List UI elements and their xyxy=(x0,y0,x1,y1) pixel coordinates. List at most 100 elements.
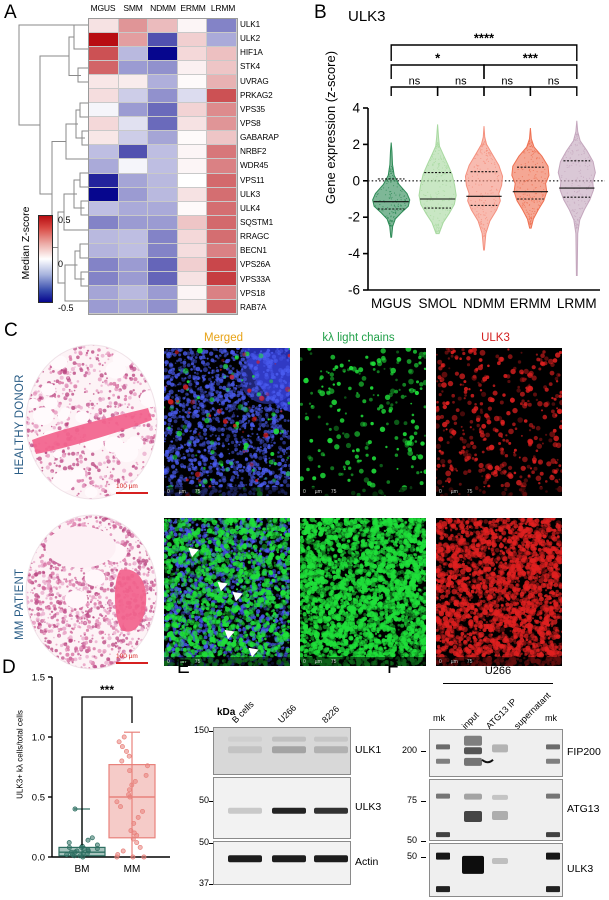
colorbar-title: Median Z-score xyxy=(20,200,32,286)
heatmap-cell xyxy=(178,33,208,47)
micro-scalebar-text: µm xyxy=(179,489,186,495)
violin-xtick-ermm: ERMM xyxy=(510,296,551,311)
column-header-light-chains: kλ light chains xyxy=(295,332,422,344)
boxplot-ytick: 1.0 xyxy=(32,733,45,744)
heatmap-cell xyxy=(148,159,178,173)
significance-label: ns xyxy=(548,76,560,88)
heatmap-cell xyxy=(207,300,237,314)
heatmap-cell xyxy=(178,159,208,173)
significance-bracket: ns xyxy=(438,76,484,97)
heatmap-cell xyxy=(207,61,237,75)
heatmap-cell xyxy=(178,145,208,159)
heatmap-gene-label: ULK4 xyxy=(240,202,310,216)
heatmap-cell xyxy=(119,230,149,244)
heatmap-cell xyxy=(207,258,237,272)
heatmap-cell xyxy=(119,33,149,47)
heatmap-cell xyxy=(207,117,237,131)
heatmap-cell xyxy=(89,75,119,89)
heatmap-cell xyxy=(89,103,119,117)
heatmap-cell xyxy=(207,47,237,61)
he-stain-mm-patient xyxy=(24,512,159,672)
heatmap-row-labels: ULK1 ULK2 HIF1A STK4 UVRAG PRKAG2 VPS35 VPS8 GAB… xyxy=(240,18,310,315)
heatmap-cell xyxy=(207,131,237,145)
heatmap-gene-label: VPS26A xyxy=(240,258,310,272)
mw-tick xyxy=(421,841,426,842)
heatmap-cell xyxy=(207,174,237,188)
heatmap-col-ermm: ERMM xyxy=(178,3,208,16)
heatmap-cell xyxy=(178,174,208,188)
heatmap-gene-label: RRAGC xyxy=(240,230,310,244)
heatmap-cell xyxy=(178,188,208,202)
figure-root: A MGUS SMM NDMM ERMM LRMM xyxy=(0,0,609,900)
micro-scalebar: 0 µm 75 xyxy=(436,487,562,496)
heatmap-cell xyxy=(207,19,237,33)
heatmap-gene-label: PRKAG2 xyxy=(240,89,310,103)
micro-scalebar-text: 0 xyxy=(439,489,442,495)
heatmap-cell xyxy=(148,202,178,216)
heatmap-gene-label: BECN1 xyxy=(240,244,310,258)
heatmap-cell xyxy=(119,258,149,272)
micro-scalebar-text: 75 xyxy=(195,489,201,495)
heatmap-cell xyxy=(178,216,208,230)
heatmap-col-lrmm: LRMM xyxy=(208,3,238,16)
heatmap-cell xyxy=(89,286,119,300)
heatmap-gene-label: SQSTM1 xyxy=(240,216,310,230)
heatmap-cell xyxy=(89,33,119,47)
column-header-ulk3: ULK3 xyxy=(432,332,559,344)
violin-plot-svg: 420-2-4-6MGUS SMOL NDMM ERMM LRMMns ns ns ns* **… xyxy=(310,0,609,320)
boxplot-ytick: 0.5 xyxy=(32,793,45,804)
heatmap-cell xyxy=(89,19,119,33)
blot-panel-ulk3 xyxy=(213,777,351,839)
heatmap-col-mgus: MGUS xyxy=(88,3,118,16)
heatmap-cell xyxy=(148,47,178,61)
significance-bracket: ns xyxy=(530,76,576,97)
violin-ytick: 0 xyxy=(352,173,360,188)
boxplot-xtick-bm: BM xyxy=(75,864,90,875)
heatmap-cell xyxy=(207,159,237,173)
heatmap-cell xyxy=(119,89,149,103)
heatmap-colorbar: Median Z-score 0.5 0 -0.5 xyxy=(4,203,88,315)
u266-group-label: U266 xyxy=(443,665,553,677)
heatmap-cell xyxy=(207,75,237,89)
violin-xtick-mgus: MGUS xyxy=(371,296,412,311)
panel-a-heatmap: A MGUS SMM NDMM ERMM LRMM xyxy=(0,0,310,320)
heatmap-gene-label: HIF1A xyxy=(240,46,310,60)
boxplot-ytick: 0.0 xyxy=(32,853,45,864)
panel-f-letter: F xyxy=(387,657,399,679)
ip-blot-protein-atg13: ATG13 xyxy=(567,803,599,815)
heatmap-cell xyxy=(178,47,208,61)
heatmap-cell xyxy=(207,145,237,159)
heatmap-cell xyxy=(89,272,119,286)
micro-scalebar-text: 75 xyxy=(331,489,337,495)
heatmap-cell xyxy=(119,286,149,300)
heatmap-cell xyxy=(207,202,237,216)
heatmap-cell xyxy=(148,286,178,300)
significance-bracket: *** xyxy=(484,51,577,80)
heatmap-cell xyxy=(89,300,119,314)
heatmap-cell xyxy=(148,216,178,230)
blot-protein-ulk1: ULK1 xyxy=(355,744,381,756)
violin-xtick-lrmm: LRMM xyxy=(557,296,597,311)
heatmap-gene-label: RAB7A xyxy=(240,301,310,315)
blot-lane-supernatant: supernatant xyxy=(512,690,553,731)
heatmap-cell xyxy=(89,159,119,173)
heatmap-cell xyxy=(148,89,178,103)
heatmap-gene-label: ULK2 xyxy=(240,32,310,46)
heatmap-cell xyxy=(207,89,237,103)
heatmap-gene-label: UVRAG xyxy=(240,75,310,89)
heatmap-cell xyxy=(207,103,237,117)
heatmap-cell xyxy=(89,117,119,131)
heatmap-cell xyxy=(148,145,178,159)
heatmap-cell xyxy=(207,286,237,300)
blot-lane-u266: U266 xyxy=(276,703,298,725)
heatmap-cell xyxy=(119,174,149,188)
colorbar-tick: 0.5 xyxy=(58,215,71,225)
panel-c-microscopy: C Merged kλ light chains ULK3 HEALTHY DO… xyxy=(0,320,609,655)
column-header-merged: Merged xyxy=(160,332,287,344)
colorbar-tick: -0.5 xyxy=(58,303,74,313)
significance-label: * xyxy=(435,51,441,66)
significance-bracket: * xyxy=(391,51,484,80)
heatmap-cell xyxy=(148,174,178,188)
heatmap-gene-label: VPS33A xyxy=(240,273,310,287)
heatmap-cell xyxy=(119,244,149,258)
